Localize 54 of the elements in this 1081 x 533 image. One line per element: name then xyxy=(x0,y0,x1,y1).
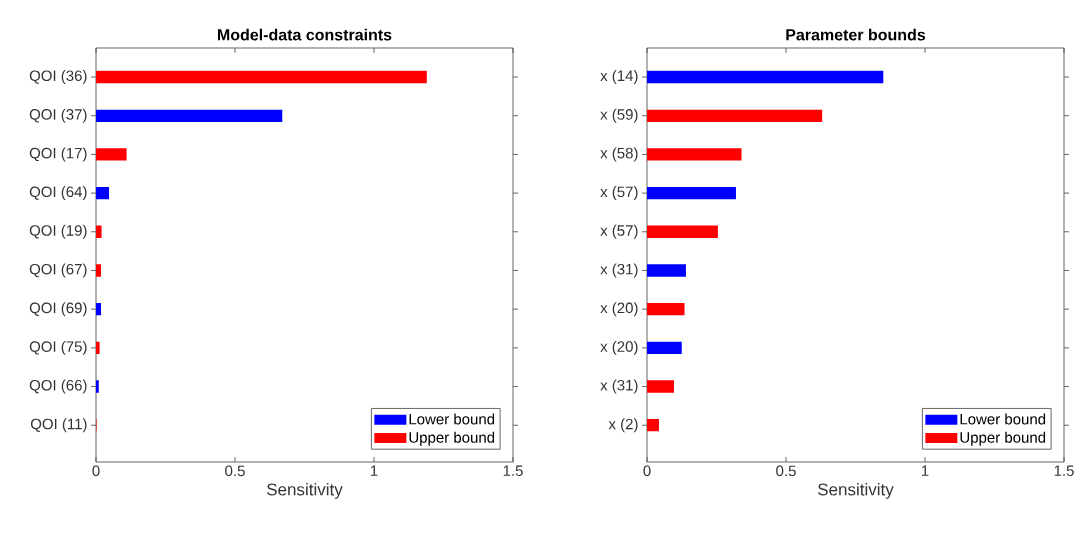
bar xyxy=(647,70,884,84)
x-tick-label: 1 xyxy=(921,465,929,476)
bar xyxy=(647,264,686,277)
y-tick-label: QOI (19) xyxy=(29,224,87,239)
y-tick-label: QOI (37) xyxy=(29,108,87,123)
x-tick-label: 1.5 xyxy=(1054,465,1074,476)
bar xyxy=(96,225,102,238)
x-axis-title: Sensitivity xyxy=(818,483,894,499)
bar xyxy=(96,341,100,355)
y-tick-label: x (2) xyxy=(608,418,638,433)
y-tick-label: QOI (64) xyxy=(29,186,87,201)
y-tick-label: x (14) xyxy=(600,70,638,85)
x-tick-label: 0.5 xyxy=(225,465,245,477)
y-tick-label: QOI (67) xyxy=(29,263,87,278)
y-tick-label: QOI (36) xyxy=(29,70,87,85)
bar xyxy=(647,186,736,200)
bar xyxy=(96,380,99,393)
y-tick-label: x (20) xyxy=(600,340,638,355)
bar xyxy=(647,225,718,238)
x-tick-label: 0 xyxy=(92,465,100,477)
x-tick-label: 0.5 xyxy=(776,465,796,477)
y-tick-label: QOI (75) xyxy=(29,340,87,355)
bar xyxy=(647,380,674,393)
y-tick-label: x (58) xyxy=(600,147,638,162)
bar xyxy=(96,148,127,161)
y-tick-label: x (31) xyxy=(600,263,638,278)
bar xyxy=(96,302,101,316)
legend-label: Lower bound xyxy=(409,413,495,425)
legend-label: Lower bound xyxy=(960,413,1046,425)
y-tick-label: x (57) xyxy=(600,224,638,239)
y-tick-label: QOI (11) xyxy=(30,418,87,433)
bar xyxy=(647,302,685,316)
y-tick-label: QOI (69) xyxy=(29,302,87,317)
chart-title: Parameter bounds xyxy=(786,28,926,41)
legend-label: Upper bound xyxy=(409,431,495,446)
y-tick-label: x (57) xyxy=(600,186,638,201)
bar xyxy=(96,186,110,200)
x-tick-label: 1.5 xyxy=(503,465,523,476)
bar xyxy=(647,109,823,122)
y-tick-label: x (31) xyxy=(600,379,638,394)
x-tick-label: 0 xyxy=(643,465,651,477)
legend-label: Upper bound xyxy=(960,431,1046,446)
bar xyxy=(96,70,427,84)
y-tick-label: x (20) xyxy=(600,302,638,317)
bar xyxy=(647,148,742,161)
x-tick-label: 1 xyxy=(370,465,378,476)
bar xyxy=(96,264,101,277)
bar xyxy=(96,109,283,122)
bar xyxy=(647,341,682,355)
y-tick-label: QOI (66) xyxy=(29,379,87,394)
y-tick-label: x (59) xyxy=(600,108,638,123)
chart-title: Model-data constraints xyxy=(218,28,392,41)
y-tick-label: QOI (17) xyxy=(29,147,87,162)
x-axis-title: Sensitivity xyxy=(267,483,343,499)
